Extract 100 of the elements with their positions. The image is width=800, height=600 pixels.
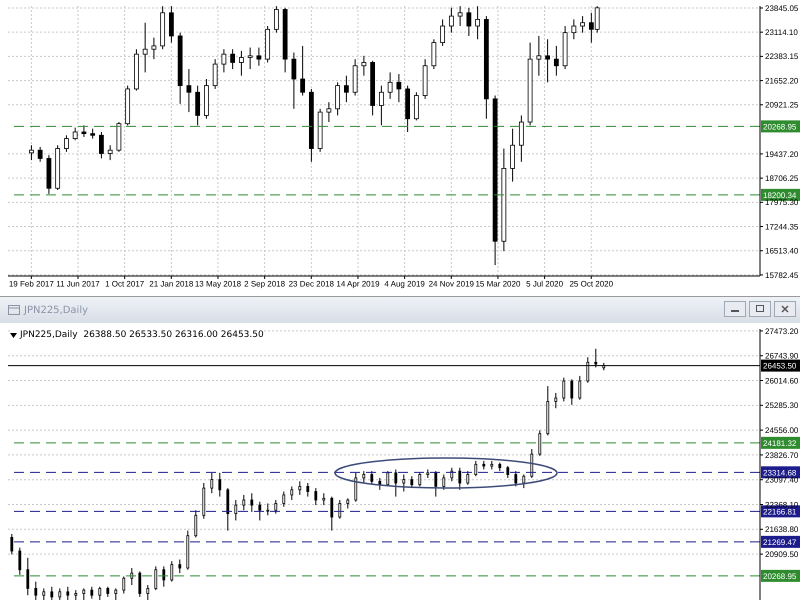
candlestick: [394, 468, 398, 498]
candlestick: [466, 7, 472, 36]
ref-line-label: 20268.95: [763, 572, 797, 581]
candlestick: [138, 570, 142, 598]
candlestick: [362, 470, 366, 484]
candlestick: [326, 102, 332, 123]
candlestick: [306, 482, 310, 498]
x-tick-label: 21 Jan 2018: [149, 280, 194, 289]
candlestick: [221, 48, 226, 73]
candlestick: [418, 472, 422, 487]
candlestick: [448, 7, 454, 34]
candlestick: [458, 467, 462, 490]
candlestick: [578, 375, 582, 400]
ref-line-label: 24181.32: [763, 438, 797, 448]
ref-line-label: 18200.34: [763, 190, 797, 200]
candlestick: [300, 45, 306, 96]
y-tick-label: 21638.80: [765, 525, 799, 534]
candlestick: [248, 47, 253, 70]
candlestick: [34, 581, 38, 600]
x-tick-label: 4 Aug 2019: [384, 280, 426, 289]
ref-line-label: 22166.81: [763, 507, 797, 516]
candlestick: [475, 6, 480, 40]
candlestick: [152, 37, 156, 60]
candlestick: [431, 38, 436, 70]
candlestick: [291, 52, 296, 110]
candlestick: [442, 474, 446, 490]
candlestick: [290, 486, 294, 501]
y-tick-label: 24556.00: [765, 426, 799, 435]
candlestick: [580, 16, 586, 34]
candlestick: [322, 492, 326, 506]
candlestick: [90, 128, 96, 140]
candlestick: [154, 566, 158, 591]
candlestick: [38, 146, 43, 162]
candlestick: [466, 470, 470, 486]
x-tick-label: 5 Jul 2020: [526, 280, 564, 289]
candlestick: [571, 18, 576, 40]
y-tick-label: 23114.10: [765, 28, 798, 38]
y-tick-label: 15782.45: [765, 270, 799, 280]
x-tick-label: 19 Feb 2017: [8, 280, 54, 289]
candlestick: [361, 55, 366, 76]
x-tick-label: 25 Oct 2020: [569, 280, 614, 289]
y-tick-label: 18706.25: [765, 174, 799, 183]
candlestick: [396, 74, 402, 103]
candlestick: [388, 72, 393, 100]
ref-line-label: 21269.47: [763, 538, 797, 547]
x-tick-label: 13 May 2018: [194, 280, 242, 289]
x-tick-label: 1 Oct 2017: [105, 280, 145, 289]
candlestick: [142, 22, 148, 73]
candlestick: [335, 82, 340, 116]
y-tick-label: 20921.25: [765, 100, 799, 110]
candlestick: [344, 75, 349, 103]
y-tick-label: 20909.50: [765, 550, 799, 559]
candlestick: [169, 6, 174, 44]
candlestick: [66, 586, 70, 600]
candlestick: [536, 35, 542, 76]
candlestick: [234, 500, 238, 521]
candlestick: [474, 460, 478, 477]
candlestick: [256, 47, 262, 66]
candlestick: [458, 6, 463, 27]
candlestick: [218, 472, 222, 498]
candlestick: [370, 470, 374, 486]
candlestick: [230, 48, 236, 70]
y-tick-label: 26743.90: [765, 352, 799, 361]
candlestick: [82, 124, 86, 138]
candlestick: [314, 488, 318, 506]
y-tick-label: 23845.05: [765, 4, 799, 13]
x-tick-label: 2 Sep 2018: [244, 280, 286, 289]
candlestick: [10, 534, 14, 555]
candlestick: [242, 494, 246, 511]
y-tick-label: 16513.40: [765, 246, 799, 256]
x-tick-label: 15 Mar 2020: [475, 280, 521, 289]
candlestick: [258, 501, 262, 521]
candlestick: [26, 557, 30, 596]
candlestick: [378, 85, 384, 126]
y-tick-label: 27473.20: [765, 326, 799, 336]
candlestick: [99, 131, 104, 159]
candlestick: [414, 92, 419, 121]
x-tick-label: 24 Nov 2019: [428, 280, 475, 289]
candlestick: [18, 547, 22, 576]
candlestick: [274, 500, 278, 514]
candlestick: [440, 18, 446, 46]
candlestick: [346, 498, 350, 510]
candlestick: [274, 6, 279, 34]
candlestick: [282, 491, 286, 508]
y-tick-label: 19437.20: [765, 150, 799, 159]
candlestick: [510, 128, 516, 182]
chart-subtitle: JPN225,Daily 26388.50 26533.50 26316.00 26453.50: [20, 330, 264, 340]
candlestick: [90, 586, 94, 600]
candlestick: [514, 470, 518, 487]
candlestick: [72, 127, 78, 141]
candlestick: [298, 480, 302, 496]
candlestick: [64, 134, 69, 152]
y-tick-label: 17244.35: [765, 222, 799, 232]
x-tick-label: 11 Jun 2017: [56, 280, 100, 289]
ref-line-label: 26453.50: [763, 362, 797, 371]
y-tick-label: 21652.20: [765, 76, 799, 86]
candlestick: [238, 50, 244, 76]
candlestick: [29, 144, 34, 161]
candlestick: [506, 466, 510, 478]
y-tick-label: 17975.30: [765, 198, 799, 208]
